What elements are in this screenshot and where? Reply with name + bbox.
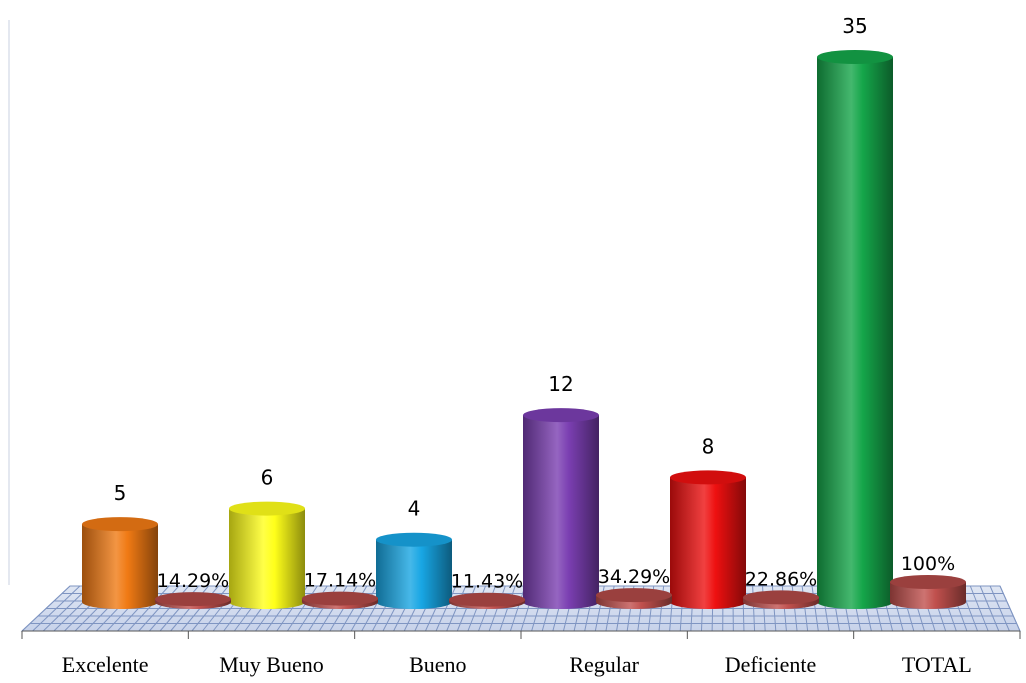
bar-body (82, 524, 158, 609)
pct-value-label: 11.43% (451, 571, 523, 593)
bar-body (229, 509, 305, 609)
bar-top (82, 517, 158, 531)
bar-deficiente (670, 470, 746, 609)
pct-bar-top (890, 575, 966, 589)
pct-value-label: 100% (901, 553, 955, 575)
pct-bar-top (155, 592, 231, 606)
pct-bar (596, 588, 672, 609)
bar-value-label: 12 (548, 372, 573, 396)
x-tick-label: Excelente (62, 652, 149, 677)
bar-body (670, 477, 746, 609)
bar-muy-bueno (229, 502, 305, 609)
bar-top (229, 502, 305, 516)
x-tick-label: Bueno (409, 652, 466, 677)
pct-value-label: 22.86% (745, 568, 817, 590)
pct-bar-top (743, 590, 819, 604)
bar-value-label: 35 (842, 14, 867, 38)
pct-bar (155, 592, 231, 609)
bar-regular (523, 408, 599, 609)
bar-top (376, 533, 452, 547)
pct-bar (449, 593, 525, 609)
pct-bar-top (302, 592, 378, 606)
bar-excelente (82, 517, 158, 609)
bar-total (817, 50, 893, 609)
x-tick-label: Muy Bueno (219, 652, 324, 677)
bar-bueno (376, 533, 452, 609)
pct-bar (890, 575, 966, 609)
bar-body (376, 540, 452, 609)
x-tick-label: TOTAL (902, 652, 972, 677)
pct-bar-top (449, 593, 525, 607)
pct-bar (302, 592, 378, 609)
pct-bar-top (596, 588, 672, 602)
bar-body (523, 415, 599, 609)
bar-value-label: 6 (261, 466, 274, 490)
bar-body (817, 57, 893, 609)
bars (82, 50, 966, 609)
bar-top (817, 50, 893, 64)
x-axis: Excelente Muy Bueno Bueno Regular Deficiente… (22, 631, 1020, 677)
bar-value-label: 8 (702, 434, 715, 458)
bar-value-label: 5 (114, 481, 127, 505)
pct-bar (743, 590, 819, 609)
pct-value-label: 34.29% (598, 566, 670, 588)
x-tick-label: Deficiente (725, 652, 817, 677)
pct-value-label: 14.29% (157, 570, 229, 592)
bar-value-label: 4 (408, 497, 421, 521)
bar-top (670, 470, 746, 484)
pct-value-label: 17.14% (304, 570, 376, 592)
bar-top (523, 408, 599, 422)
x-tick-label: Regular (569, 652, 639, 677)
